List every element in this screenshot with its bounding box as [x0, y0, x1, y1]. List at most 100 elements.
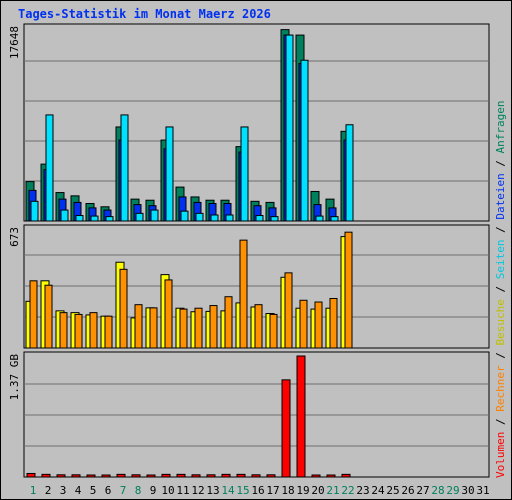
bar-seiten-day-18 [285, 34, 294, 222]
x-tick-label-day-9: 9 [150, 484, 157, 497]
bar-seiten-day-14 [225, 214, 234, 222]
bar-rechner-day-17 [269, 313, 278, 349]
bar-seiten-day-2 [45, 114, 54, 222]
bar-seiten-day-12 [195, 212, 204, 222]
x-tick-label-day-20: 20 [311, 484, 324, 497]
x-tick-label-day-6: 6 [105, 484, 112, 497]
bar-rechner-day-15 [239, 239, 248, 349]
bar-volumen-day-19 [296, 355, 306, 478]
bar-seiten-day-20 [315, 215, 324, 222]
bar-volumen-day-14 [221, 473, 231, 478]
bar-rechner-day-9 [149, 307, 158, 349]
panels-group: 17648 673 1.37 GB [8, 23, 490, 478]
bar-volumen-day-7 [116, 473, 126, 478]
bar-rechner-day-19 [299, 299, 308, 349]
x-tick-label-day-17: 17 [266, 484, 279, 497]
bar-seiten-day-21 [330, 216, 339, 222]
bar-rechner-day-21 [329, 297, 338, 349]
bar-volumen-day-22 [341, 473, 351, 478]
bar-rechner-day-8 [134, 304, 143, 349]
bar-rechner-day-14 [224, 296, 233, 349]
x-tick-label-day-24: 24 [371, 484, 385, 497]
bar-rechner-day-4 [74, 313, 83, 349]
bar-seiten-day-22 [345, 124, 354, 222]
bar-seiten-day-9 [150, 209, 159, 222]
bar-volumen-day-20 [311, 474, 321, 478]
x-tick-label-day-29: 29 [446, 484, 459, 497]
bar-rechner-day-22 [344, 231, 353, 349]
bar-rechner-day-11 [179, 308, 188, 349]
y-max-label: 1.37 GB [8, 354, 21, 401]
x-tick-label-day-19: 19 [296, 484, 309, 497]
legend-entry-rechner: Rechner [494, 365, 507, 412]
bar-volumen-day-4 [71, 474, 81, 478]
x-tick-label-day-30: 30 [461, 484, 474, 497]
bar-rechner-day-6 [104, 315, 113, 349]
x-tick-label-day-7: 7 [120, 484, 127, 497]
bar-seiten-day-19 [300, 59, 309, 222]
bar-rechner-day-2 [44, 284, 53, 349]
x-tick-label-day-15: 15 [236, 484, 249, 497]
legend-separator: / [494, 220, 507, 240]
bar-rechner-day-18 [284, 272, 293, 349]
bar-volumen-day-3 [56, 474, 66, 478]
x-tick-label-day-31: 31 [476, 484, 489, 497]
x-tick-label-day-11: 11 [176, 484, 189, 497]
x-tick-label-day-1: 1 [30, 484, 37, 497]
x-tick-label-day-12: 12 [191, 484, 204, 497]
legend: Volumen / Rechner / Besuche / Seiten / D… [494, 100, 507, 478]
x-tick-label-day-28: 28 [431, 484, 444, 497]
x-tick-label-day-16: 16 [251, 484, 264, 497]
bar-seiten-day-11 [180, 210, 189, 222]
legend-separator: / [494, 412, 507, 432]
bar-rechner-day-7 [119, 268, 128, 349]
bar-volumen-day-21 [326, 474, 336, 478]
bar-seiten-day-17 [270, 216, 279, 222]
y-max-label: 17648 [8, 26, 21, 59]
bar-volumen-day-18 [281, 379, 291, 478]
bar-volumen-day-1 [26, 472, 36, 478]
panel-frame [23, 23, 490, 222]
bar-seiten-day-6 [105, 216, 114, 222]
bar-rechner-day-12 [194, 307, 203, 349]
x-tick-label-day-2: 2 [45, 484, 52, 497]
bar-seiten-day-15 [240, 126, 249, 222]
x-tick-label-day-4: 4 [75, 484, 82, 497]
x-axis-day-labels: 1 2 3 4 5 6 7 8 9 10 11 12 13 14 15 16 17 18 19 20 21 22 23 24 2… [30, 484, 490, 497]
bar-volumen-day-9 [146, 474, 156, 478]
chart-title: Tages-Statistik im Monat Maerz 2026 [18, 7, 271, 21]
bar-seiten-day-16 [255, 215, 264, 222]
x-tick-label-day-8: 8 [135, 484, 142, 497]
x-tick-label-day-18: 18 [281, 484, 294, 497]
x-tick-label-day-21: 21 [326, 484, 339, 497]
legend-text: Volumen / Rechner / Besuche / Seiten / D… [494, 100, 507, 478]
bar-seiten-day-3 [60, 209, 69, 222]
bar-rechner-day-3 [59, 312, 68, 349]
legend-entry-seiten: Seiten [494, 240, 507, 280]
bar-volumen-day-15 [236, 473, 246, 478]
x-tick-label-day-27: 27 [416, 484, 429, 497]
legend-entry-volumen: Volumen [494, 432, 507, 478]
bar-volumen-day-11 [176, 473, 186, 478]
x-tick-label-day-23: 23 [356, 484, 369, 497]
x-tick-label-day-3: 3 [60, 484, 67, 497]
bar-seiten-day-7 [120, 114, 129, 222]
x-tick-label-day-13: 13 [206, 484, 219, 497]
panel-1: 17648 [8, 23, 490, 222]
bar-volumen-day-5 [86, 474, 96, 478]
bar-seiten-day-13 [210, 214, 219, 222]
x-tick-label-day-10: 10 [161, 484, 174, 497]
bar-seiten-day-5 [90, 215, 99, 222]
y-max-label: 673 [8, 227, 21, 247]
bar-volumen-day-17 [266, 474, 276, 478]
x-tick-label-day-22: 22 [341, 484, 354, 497]
legend-entry-dateien: Dateien [494, 173, 507, 219]
bar-rechner-day-20 [314, 301, 323, 349]
legend-separator: / [494, 346, 507, 366]
bar-volumen-day-2 [41, 473, 51, 478]
legend-entry-anfragen: Anfragen [494, 100, 507, 153]
x-tick-label-day-26: 26 [401, 484, 414, 497]
panel-2: 673 [8, 224, 490, 349]
